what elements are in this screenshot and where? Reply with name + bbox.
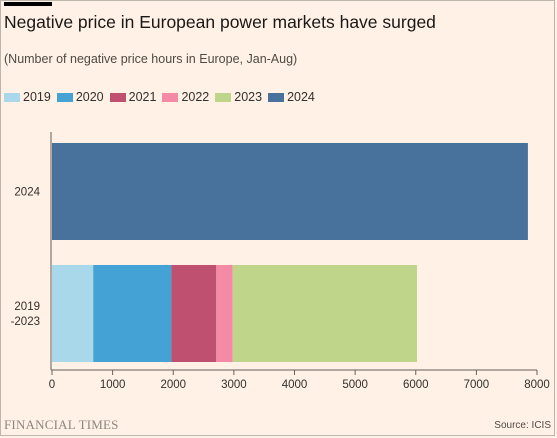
x-tick-label-3000: 3000	[221, 379, 247, 391]
ft-accent-bar	[4, 2, 52, 6]
legend-item-2019: 2019	[4, 90, 51, 104]
bar-segment-2023-row-1	[232, 265, 417, 362]
x-tick-label-1000: 1000	[100, 379, 126, 391]
legend-swatch-2021	[109, 92, 126, 102]
legend-label-2023: 2023	[234, 90, 263, 104]
legend-label-2019: 2019	[23, 90, 51, 104]
legend-swatch-2023	[215, 92, 232, 102]
legend-item-2021: 2021	[109, 90, 157, 104]
legend-label-2024: 2024	[287, 90, 315, 104]
legend-label-2021: 2021	[128, 90, 157, 104]
x-tick-label-7000: 7000	[464, 379, 490, 391]
legend-label-2022: 2022	[181, 90, 210, 104]
bar-segment-2019-row-1	[52, 265, 94, 362]
legend-swatch-2020	[56, 92, 73, 102]
chart-legend: 2019 2020 2021 2022 2023 2024	[4, 90, 321, 104]
source-note: Source: ICIS	[494, 420, 551, 431]
legend-item-2022: 2022	[162, 90, 209, 104]
legend-item-2024: 2024	[268, 90, 315, 104]
legend-swatch-2024	[268, 92, 285, 102]
x-tick-label-6000: 6000	[403, 379, 429, 391]
legend-item-2020: 2020	[56, 90, 104, 104]
legend-item-2023: 2023	[215, 90, 262, 104]
legend-label-2020: 2020	[75, 90, 104, 104]
category-label-1-line-0: 2019	[14, 301, 40, 313]
category-label-1-line-1: -2023	[11, 316, 40, 328]
ft-logo-text: FINANCIAL TIMES	[4, 417, 119, 432]
x-tick-label-0: 0	[49, 379, 55, 391]
x-tick-label-4000: 4000	[282, 379, 308, 391]
chart-subtitle: (Number of negative price hours in Europ…	[4, 52, 298, 66]
x-tick-label-2000: 2000	[160, 379, 186, 391]
x-tick-label-5000: 5000	[342, 379, 368, 391]
legend-swatch-2022	[162, 92, 179, 102]
legend-swatch-2019	[4, 92, 20, 102]
bar-segment-2024-row-0	[52, 143, 528, 240]
category-label-0-line-0: 2024	[14, 187, 40, 199]
x-tick-label-8000: 8000	[524, 379, 550, 391]
bar-segment-2021-row-1	[171, 265, 217, 362]
bar-segment-2020-row-1	[93, 265, 172, 362]
chart-title: Negative price in European power markets…	[4, 12, 436, 32]
bar-segment-2022-row-1	[216, 265, 233, 362]
